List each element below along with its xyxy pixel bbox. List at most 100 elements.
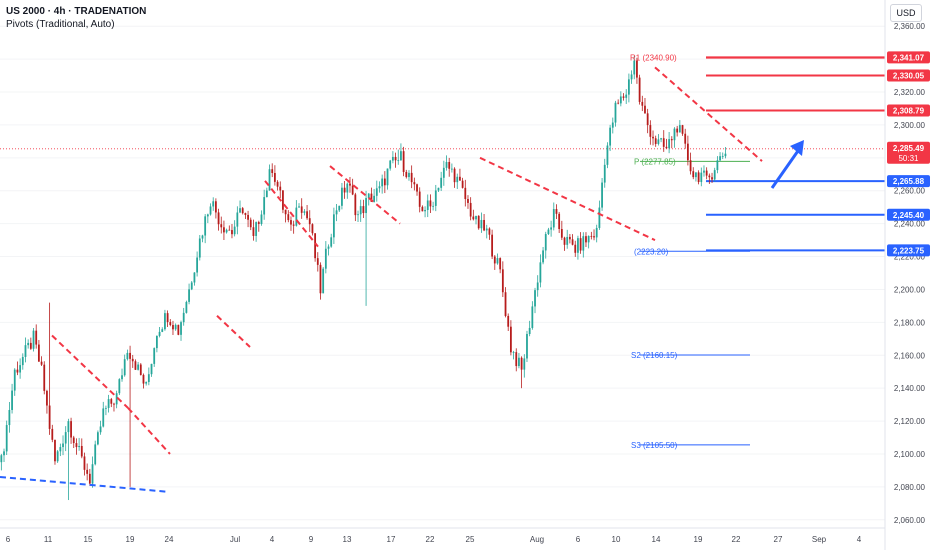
candle-body	[134, 361, 137, 370]
candle-body	[78, 445, 81, 448]
pivot-label-r1: R1 (2340.90)	[630, 54, 677, 63]
trendlines	[0, 66, 763, 493]
candle-body	[536, 282, 539, 291]
candle-body	[550, 227, 553, 230]
candle-body	[150, 363, 153, 375]
candle-body	[330, 237, 333, 247]
candle-body	[282, 190, 284, 210]
price-tick-label: 2,240.00	[894, 220, 926, 229]
candle-body	[354, 194, 357, 216]
candle-body	[708, 175, 711, 178]
time-axis[interactable]: 6 11 15 19 24 Jul 4 9 13 17 22 25 Aug 6 10 14 19 22 27 Sep 4	[0, 527, 885, 544]
candle-body	[668, 139, 671, 149]
candle-body	[711, 177, 713, 180]
candle-body	[692, 171, 695, 178]
candle-body	[241, 208, 244, 214]
candle-body	[37, 344, 40, 362]
candle-body	[410, 172, 413, 183]
candle-body	[440, 177, 443, 188]
candle-body	[448, 162, 451, 169]
candle-body	[257, 222, 260, 224]
candle-body	[684, 133, 687, 144]
price-axis[interactable]: 2,060.00 2,080.00 2,100.00 2,120.00 2,140.00…	[884, 0, 926, 550]
candle-body	[80, 445, 83, 457]
candle-body	[94, 444, 97, 465]
candle-body	[528, 327, 531, 334]
candle-body	[464, 187, 467, 200]
candle-body	[284, 209, 287, 215]
candle-body	[485, 228, 488, 231]
candle-body	[233, 226, 236, 235]
downtrend-line	[479, 156, 656, 242]
symbol-title[interactable]: US 2000 · 4h · TRADENATION	[6, 6, 147, 17]
candle-body	[432, 205, 435, 207]
time-tick-label: Jul	[230, 535, 240, 544]
candle-body	[657, 139, 660, 144]
candle-body	[271, 169, 274, 173]
candle-body	[214, 201, 217, 213]
candle-body	[555, 209, 558, 214]
currency-button[interactable]: USD	[890, 4, 922, 22]
candle-body	[64, 432, 67, 444]
candle-body	[137, 364, 140, 370]
candle-body	[606, 145, 609, 165]
candle-body	[212, 201, 215, 207]
candle-body	[587, 235, 590, 243]
candle-body	[630, 74, 633, 80]
candle-body	[437, 187, 440, 191]
candle-body	[46, 390, 48, 406]
candle-body	[56, 451, 59, 462]
candle-body	[375, 188, 378, 196]
candle-body	[716, 160, 719, 171]
candle-body	[389, 160, 392, 169]
candle-body	[48, 405, 51, 429]
candle-body	[593, 236, 595, 238]
candle-body	[70, 421, 72, 438]
candle-body	[450, 168, 453, 170]
candle-body	[442, 167, 445, 178]
price-tick-label: 2,180.00	[894, 318, 926, 327]
time-tick-label: Aug	[530, 535, 544, 544]
candle-body	[681, 125, 684, 134]
candle-body	[644, 105, 646, 114]
price-tick-label: 2,200.00	[894, 285, 926, 294]
candle-body	[204, 216, 207, 236]
candle-body	[16, 369, 19, 373]
candle-body	[507, 315, 510, 327]
candle-body	[8, 409, 11, 426]
time-tick-label: 25	[466, 535, 475, 544]
candle-body	[341, 187, 343, 206]
downtrend-line	[216, 315, 251, 348]
candle-body	[391, 156, 394, 161]
candle-body	[43, 364, 46, 391]
candle-body	[577, 238, 579, 253]
candle-body	[469, 202, 472, 217]
price-tick-label: 2,080.00	[894, 483, 926, 492]
time-tick-label: 4	[270, 535, 275, 544]
candle-body	[488, 228, 491, 235]
candle-body	[239, 208, 241, 213]
candle-body	[123, 359, 126, 376]
pivot-label-s3: S3 (2105.50)	[631, 441, 678, 450]
candle-body	[654, 138, 657, 144]
candle-body	[619, 96, 622, 104]
candle-body	[316, 258, 319, 265]
candle-body	[359, 206, 362, 215]
candle-body	[209, 206, 212, 215]
candle-body	[118, 379, 121, 394]
arrow-shaft	[770, 147, 802, 189]
candle-body	[477, 215, 480, 229]
candle-body	[459, 176, 461, 181]
indicator-label[interactable]: Pivots (Traditional, Auto)	[6, 19, 115, 30]
candle-body	[700, 172, 703, 183]
candle-body	[349, 183, 351, 186]
projection-arrow[interactable]	[770, 140, 804, 189]
candle-body	[491, 234, 494, 257]
level-tag-text: 2,245.40	[893, 211, 925, 220]
candle-body	[617, 102, 620, 104]
candle-body	[332, 214, 335, 238]
candle-body	[54, 439, 56, 462]
candle-body	[579, 238, 582, 251]
candle-body	[346, 183, 349, 193]
